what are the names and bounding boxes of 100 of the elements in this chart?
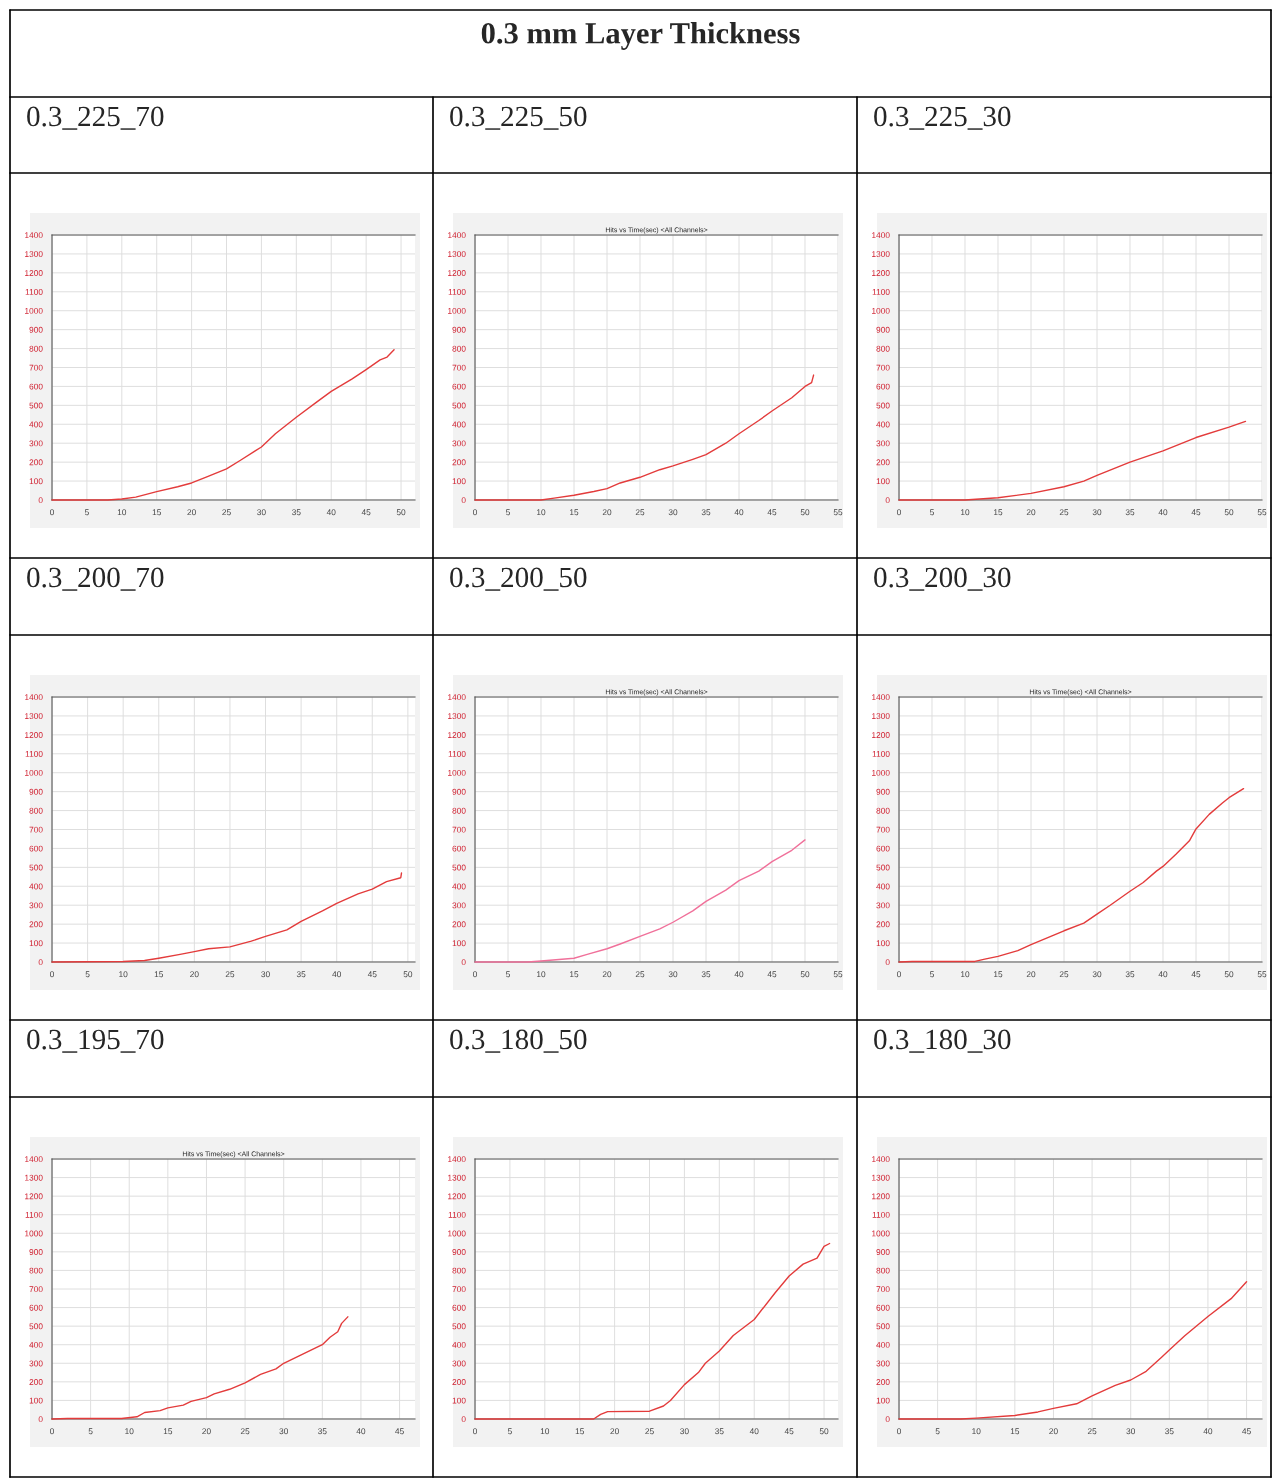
y-tick-label: 200 xyxy=(876,459,890,466)
y-tick-label: 1000 xyxy=(448,307,466,314)
y-tick-label: 1300 xyxy=(25,1174,43,1181)
x-tick-label: 35 xyxy=(292,509,301,516)
y-tick-label: 0 xyxy=(461,1416,466,1423)
y-tick-label: 600 xyxy=(876,1304,890,1311)
y-tick-label: 900 xyxy=(29,788,43,795)
y-tick-label: 100 xyxy=(29,1397,43,1404)
y-tick-label: 200 xyxy=(452,459,466,466)
x-tick-label: 20 xyxy=(602,509,612,516)
x-tick-label: 45 xyxy=(1242,1428,1251,1435)
x-tick-label: 15 xyxy=(570,509,579,516)
x-tick-label: 35 xyxy=(1125,971,1135,978)
y-tick-label: 1100 xyxy=(25,288,43,295)
y-tick-label: 1100 xyxy=(872,750,890,757)
x-tick-label: 45 xyxy=(767,509,777,516)
y-tick-label: 1400 xyxy=(872,232,890,239)
y-tick-label: 100 xyxy=(29,478,43,485)
y-tick-label: 1400 xyxy=(872,1156,890,1163)
y-tick-label: 600 xyxy=(29,1304,43,1311)
x-tick-label: 50 xyxy=(800,971,810,978)
y-tick-label: 200 xyxy=(29,459,43,466)
x-tick-label: 0 xyxy=(473,509,477,516)
y-tick-label: 500 xyxy=(452,864,466,871)
y-tick-label: 900 xyxy=(29,326,43,333)
y-tick-label: 900 xyxy=(876,1249,890,1255)
x-tick-label: 40 xyxy=(734,509,744,516)
x-tick-label: 15 xyxy=(575,1428,584,1435)
y-tick-label: 1200 xyxy=(872,732,890,738)
y-tick-label: 900 xyxy=(452,788,466,795)
x-tick-label: 5 xyxy=(506,971,510,978)
x-tick-label: 30 xyxy=(279,1428,289,1435)
y-tick-label: 700 xyxy=(876,1286,890,1293)
y-tick-label: 400 xyxy=(29,883,43,890)
x-tick-label: 5 xyxy=(930,509,934,516)
y-tick-label: 1100 xyxy=(872,1211,890,1218)
y-tick-label: 1200 xyxy=(25,1193,43,1200)
x-tick-label: 45 xyxy=(361,509,371,516)
x-tick-label: 20 xyxy=(1026,971,1036,978)
y-tick-label: 100 xyxy=(452,478,466,485)
y-tick-label: 400 xyxy=(452,1341,466,1348)
y-tick-label: 600 xyxy=(29,845,43,852)
x-tick-label: 35 xyxy=(701,971,711,978)
x-tick-label: 15 xyxy=(994,509,1003,516)
y-tick-label: 300 xyxy=(452,1360,466,1367)
x-tick-label: 5 xyxy=(930,971,934,978)
y-tick-label: 700 xyxy=(29,364,43,371)
y-tick-label: 500 xyxy=(876,402,890,409)
chart-title: 0.3_225_50 xyxy=(450,106,587,130)
y-tick-label: 700 xyxy=(29,1286,43,1293)
y-tick-label: 100 xyxy=(876,940,890,947)
x-tick-label: 40 xyxy=(749,1428,759,1435)
y-tick-label: 1000 xyxy=(872,1230,890,1237)
y-tick-label: 1300 xyxy=(872,713,890,720)
x-tick-label: 55 xyxy=(1257,971,1267,978)
x-tick-label: 50 xyxy=(396,509,406,516)
y-tick-label: 1300 xyxy=(25,251,43,258)
x-tick-label: 25 xyxy=(645,1428,654,1435)
text: 0.3 mm Layer Thickness xyxy=(481,22,800,50)
y-tick-label: 400 xyxy=(29,421,43,428)
x-tick-label: 20 xyxy=(1026,509,1036,516)
x-tick-label: 55 xyxy=(833,509,843,516)
x-tick-label: 30 xyxy=(680,1428,689,1435)
x-tick-label: 30 xyxy=(1092,971,1102,978)
y-tick-label: 500 xyxy=(29,864,43,871)
y-tick-label: 900 xyxy=(29,1249,43,1255)
y-tick-label: 1000 xyxy=(448,769,466,776)
y-tick-label: 900 xyxy=(876,788,890,795)
x-tick-label: 5 xyxy=(507,1428,512,1435)
x-tick-label: 55 xyxy=(833,971,843,978)
y-tick-label: 100 xyxy=(876,478,890,485)
x-tick-label: 20 xyxy=(1049,1428,1058,1435)
y-tick-label: 300 xyxy=(29,440,43,447)
x-tick-label: 30 xyxy=(257,509,266,516)
y-tick-label: 0 xyxy=(461,497,466,504)
y-tick-label: 1100 xyxy=(448,1211,466,1218)
x-tick-label: 0 xyxy=(50,971,54,978)
x-tick-label: 20 xyxy=(190,971,199,978)
x-tick-label: 45 xyxy=(1191,971,1201,978)
y-tick-label: 0 xyxy=(885,1416,890,1423)
x-tick-label: 25 xyxy=(1059,509,1069,516)
x-tick-label: 30 xyxy=(1092,509,1102,516)
y-tick-label: 1200 xyxy=(448,1193,466,1200)
x-tick-label: 30 xyxy=(1126,1428,1136,1435)
y-tick-label: 600 xyxy=(452,383,466,390)
x-tick-label: 50 xyxy=(1224,971,1234,978)
y-tick-label: 1200 xyxy=(448,732,466,738)
x-tick-label: 0 xyxy=(473,1428,477,1435)
y-tick-label: 1400 xyxy=(25,694,43,701)
y-tick-label: 800 xyxy=(876,1267,890,1274)
y-tick-label: 900 xyxy=(876,326,890,333)
y-tick-label: 700 xyxy=(452,364,466,371)
x-tick-label: 40 xyxy=(332,971,342,978)
y-tick-label: 200 xyxy=(29,921,43,928)
y-tick-label: 0 xyxy=(885,959,890,966)
x-tick-label: 25 xyxy=(1059,971,1069,978)
x-tick-label: 35 xyxy=(1125,509,1135,516)
x-tick-label: 10 xyxy=(540,1428,550,1435)
y-tick-label: 1200 xyxy=(448,270,466,276)
x-tick-label: 25 xyxy=(635,509,645,516)
